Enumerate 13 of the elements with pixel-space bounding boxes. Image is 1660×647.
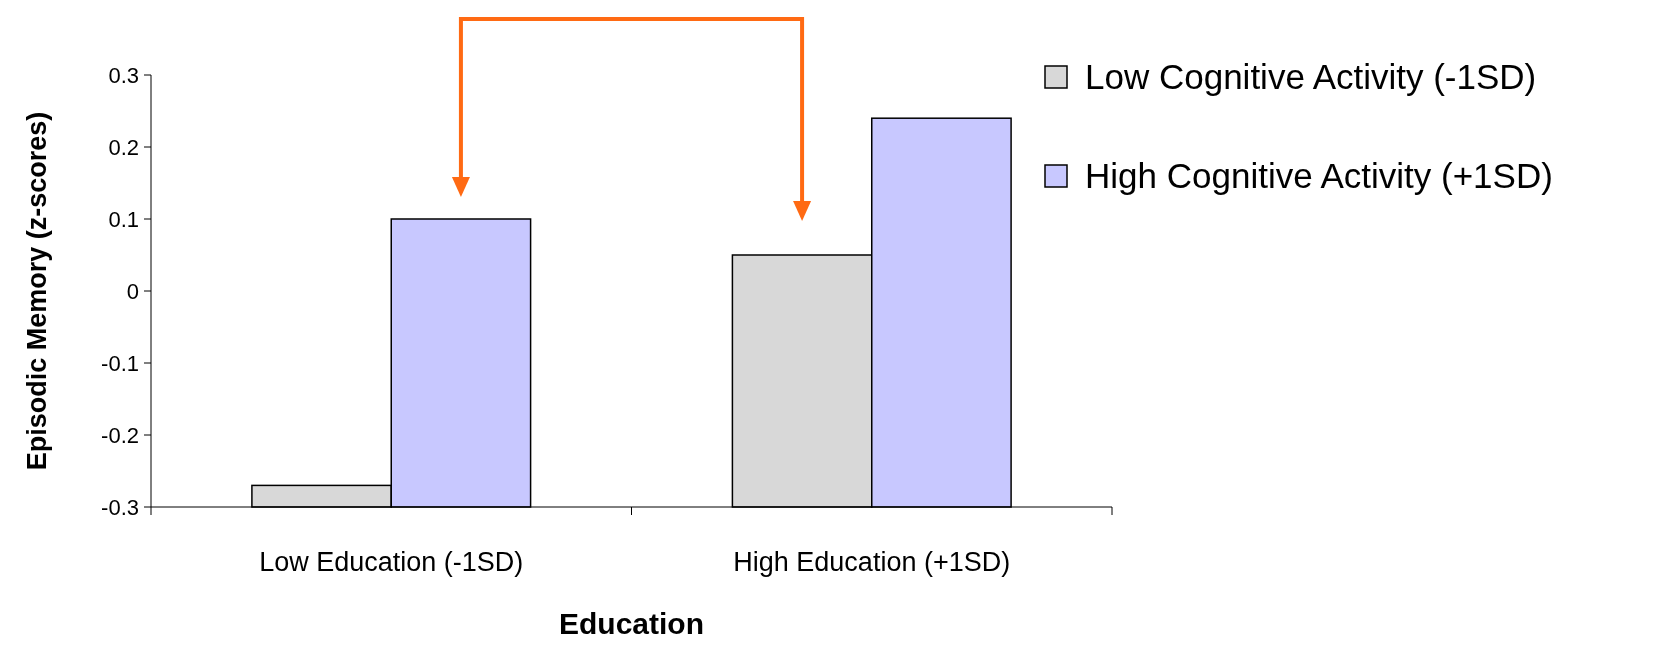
x-tick-label: Low Education (-1SD) <box>259 547 524 577</box>
x-axis-title: Education <box>558 607 705 640</box>
y-tick-label: -0.3 <box>101 494 139 520</box>
y-tick-label: -0.1 <box>101 350 139 376</box>
legend-label: High Cognitive Activity (+1SD) <box>1085 156 1553 196</box>
legend-label: Low Cognitive Activity (-1SD) <box>1085 57 1537 97</box>
x-tick-label: High Education (+1SD) <box>733 547 1011 577</box>
y-tick-label: 0.3 <box>108 62 139 88</box>
y-tick-label: -0.2 <box>101 422 139 448</box>
y-tick-label: 0 <box>126 278 139 304</box>
y-axis-title: Episodic Memory (z-scores) <box>22 111 52 471</box>
y-tick-label: 0.1 <box>108 206 139 232</box>
y-tick-label: 0.2 <box>108 134 139 160</box>
